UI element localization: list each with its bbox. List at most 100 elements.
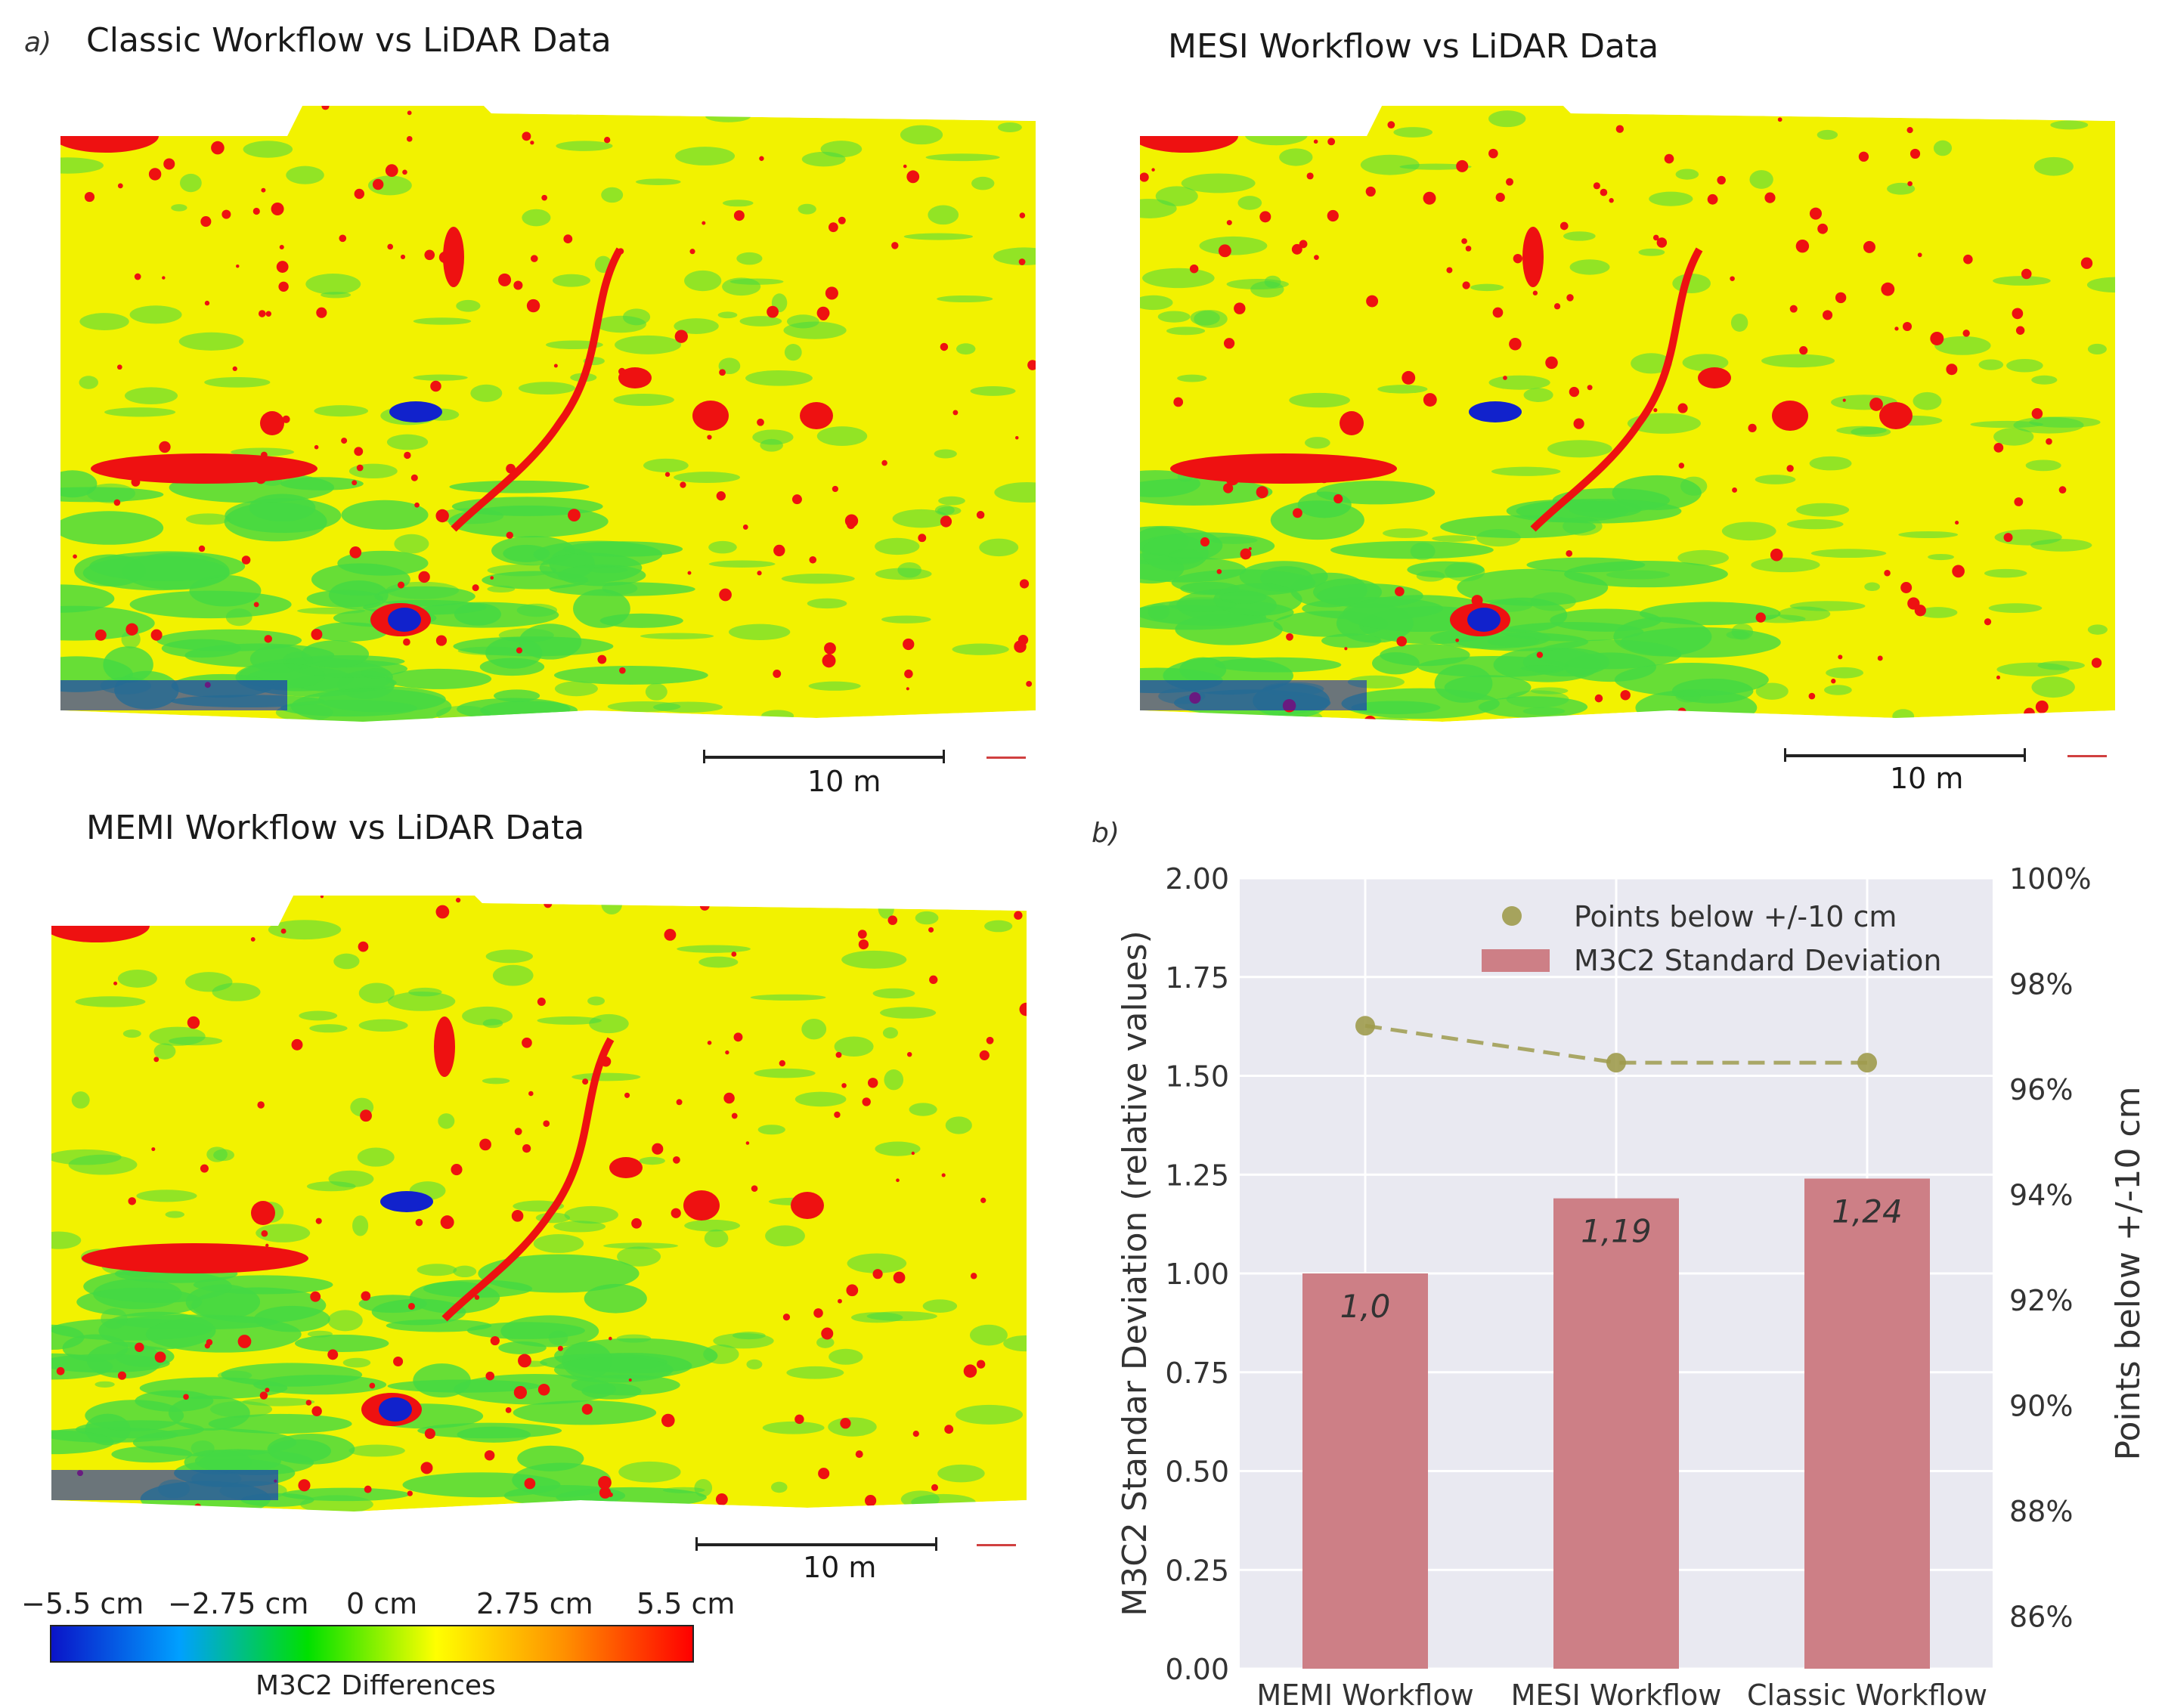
map-green-patch xyxy=(485,949,534,964)
map-red-speck xyxy=(516,647,523,654)
map-green-patch xyxy=(1649,191,1693,206)
map-red-speck xyxy=(674,330,688,343)
map-red-speck xyxy=(159,441,171,453)
map-red-speck xyxy=(893,1271,906,1284)
map-green-patch xyxy=(121,630,141,648)
map-blue-band xyxy=(1140,680,1367,710)
map-red-speck xyxy=(315,1218,322,1224)
map-red-speck xyxy=(1656,237,1668,248)
map-red-speck xyxy=(354,188,365,200)
map-green-patch xyxy=(2013,416,2084,434)
map-red-speck xyxy=(530,141,534,145)
map-red-speck xyxy=(257,1101,265,1109)
map-red-speck xyxy=(1917,252,1922,258)
map-green-patch xyxy=(51,1430,114,1455)
map-green-patch xyxy=(801,1018,827,1040)
map-red-speck xyxy=(1314,255,1319,260)
map-red-speck xyxy=(403,638,410,646)
map-red-speck xyxy=(671,1208,681,1218)
map-green-patch xyxy=(993,247,1036,265)
map-red-speck xyxy=(1620,690,1631,701)
map-red-speck xyxy=(1313,139,1318,144)
map-green-patch xyxy=(922,1299,958,1313)
map-red-blob xyxy=(1772,401,1808,431)
map-green-patch xyxy=(728,623,791,640)
map-red-speck xyxy=(271,203,284,216)
map-green-patch xyxy=(739,316,782,326)
map-green-patch xyxy=(1410,542,1436,561)
map-red-speck xyxy=(891,242,899,249)
map-red-speck xyxy=(1869,398,1883,411)
map-red-speck xyxy=(1446,267,1453,274)
map-green-patch xyxy=(816,1336,835,1348)
map-memi xyxy=(51,896,1027,1515)
map-green-patch xyxy=(1563,231,1596,241)
map-red-speck xyxy=(104,908,116,921)
map-red-speck xyxy=(183,1394,189,1400)
map-red-speck xyxy=(440,1215,454,1230)
map-red-speck xyxy=(341,438,348,444)
map-red-speck xyxy=(1259,211,1271,223)
map-red-ridge xyxy=(451,247,624,532)
map-green-patch xyxy=(311,563,410,596)
map-red-speck xyxy=(1707,193,1718,205)
map-green-patch xyxy=(522,209,551,227)
map-red-speck xyxy=(680,481,686,488)
map-red-speck xyxy=(1778,106,1787,111)
map-green-patch xyxy=(194,1449,282,1473)
map-red-speck xyxy=(1748,423,1757,433)
map-green-patch xyxy=(94,1381,115,1388)
map-green-patch xyxy=(305,274,361,295)
map-red-speck xyxy=(2080,257,2093,269)
map-red-speck xyxy=(846,1284,859,1297)
map-green-patch xyxy=(900,125,943,145)
map-red-speck xyxy=(511,1210,524,1222)
map-green-patch xyxy=(596,315,647,333)
map-red-speck xyxy=(1907,181,1913,187)
map-green-patch xyxy=(387,992,456,1011)
map-red-speck xyxy=(424,249,435,261)
map-red-speck xyxy=(455,897,461,903)
map-green-patch xyxy=(358,1019,408,1032)
map-red-speck xyxy=(154,1351,166,1363)
map-green-patch xyxy=(60,511,164,545)
map-red-speck xyxy=(135,1342,144,1353)
map-red-blob xyxy=(1698,367,1731,388)
map-green-patch xyxy=(103,646,153,683)
map-red-speck xyxy=(832,485,838,493)
map-red-speck xyxy=(1395,586,1405,597)
map-green-patch xyxy=(129,305,182,324)
map-green-patch xyxy=(1432,535,1476,542)
scale-bar-mesi xyxy=(1784,754,2026,757)
map-red-speck xyxy=(2015,326,2025,335)
map-green-patch xyxy=(952,643,1009,655)
map-green-patch xyxy=(1316,481,1436,505)
panel-a-label: a) xyxy=(24,27,52,58)
map-red-blob xyxy=(609,1157,643,1178)
map-red-speck xyxy=(151,1147,156,1152)
map-red-speck xyxy=(1678,463,1685,469)
map-green-patch xyxy=(268,1439,332,1463)
map-green-patch xyxy=(794,1091,847,1107)
chart-b: 0.00 0.25 0.50 0.75 1.00 1.25 1.50 1.75 2.00 86% 8… xyxy=(1116,862,2148,1708)
map-green-patch xyxy=(708,540,737,554)
map-red-speck xyxy=(1173,397,1184,407)
map-green-patch xyxy=(301,640,370,668)
map-red-speck xyxy=(485,1371,495,1381)
map-green-patch xyxy=(915,911,939,925)
scale-bar-tick xyxy=(703,750,705,763)
map-green-patch xyxy=(588,566,628,574)
map-green-patch xyxy=(101,1307,128,1329)
map-green-patch xyxy=(2031,375,2058,385)
scale-bar-tick xyxy=(935,1537,937,1551)
map-green-patch xyxy=(771,1481,788,1493)
scale-bar-classic xyxy=(703,756,945,759)
map-red-speck xyxy=(261,187,266,193)
map-red-blob xyxy=(692,401,729,431)
map-red-speck xyxy=(1151,168,1155,172)
map-red-speck xyxy=(1789,305,1798,313)
scale-bar-red-mark xyxy=(2067,755,2107,757)
map-green-patch xyxy=(453,1265,477,1278)
map-green-patch xyxy=(674,318,719,334)
map-red-speck xyxy=(1553,303,1561,310)
